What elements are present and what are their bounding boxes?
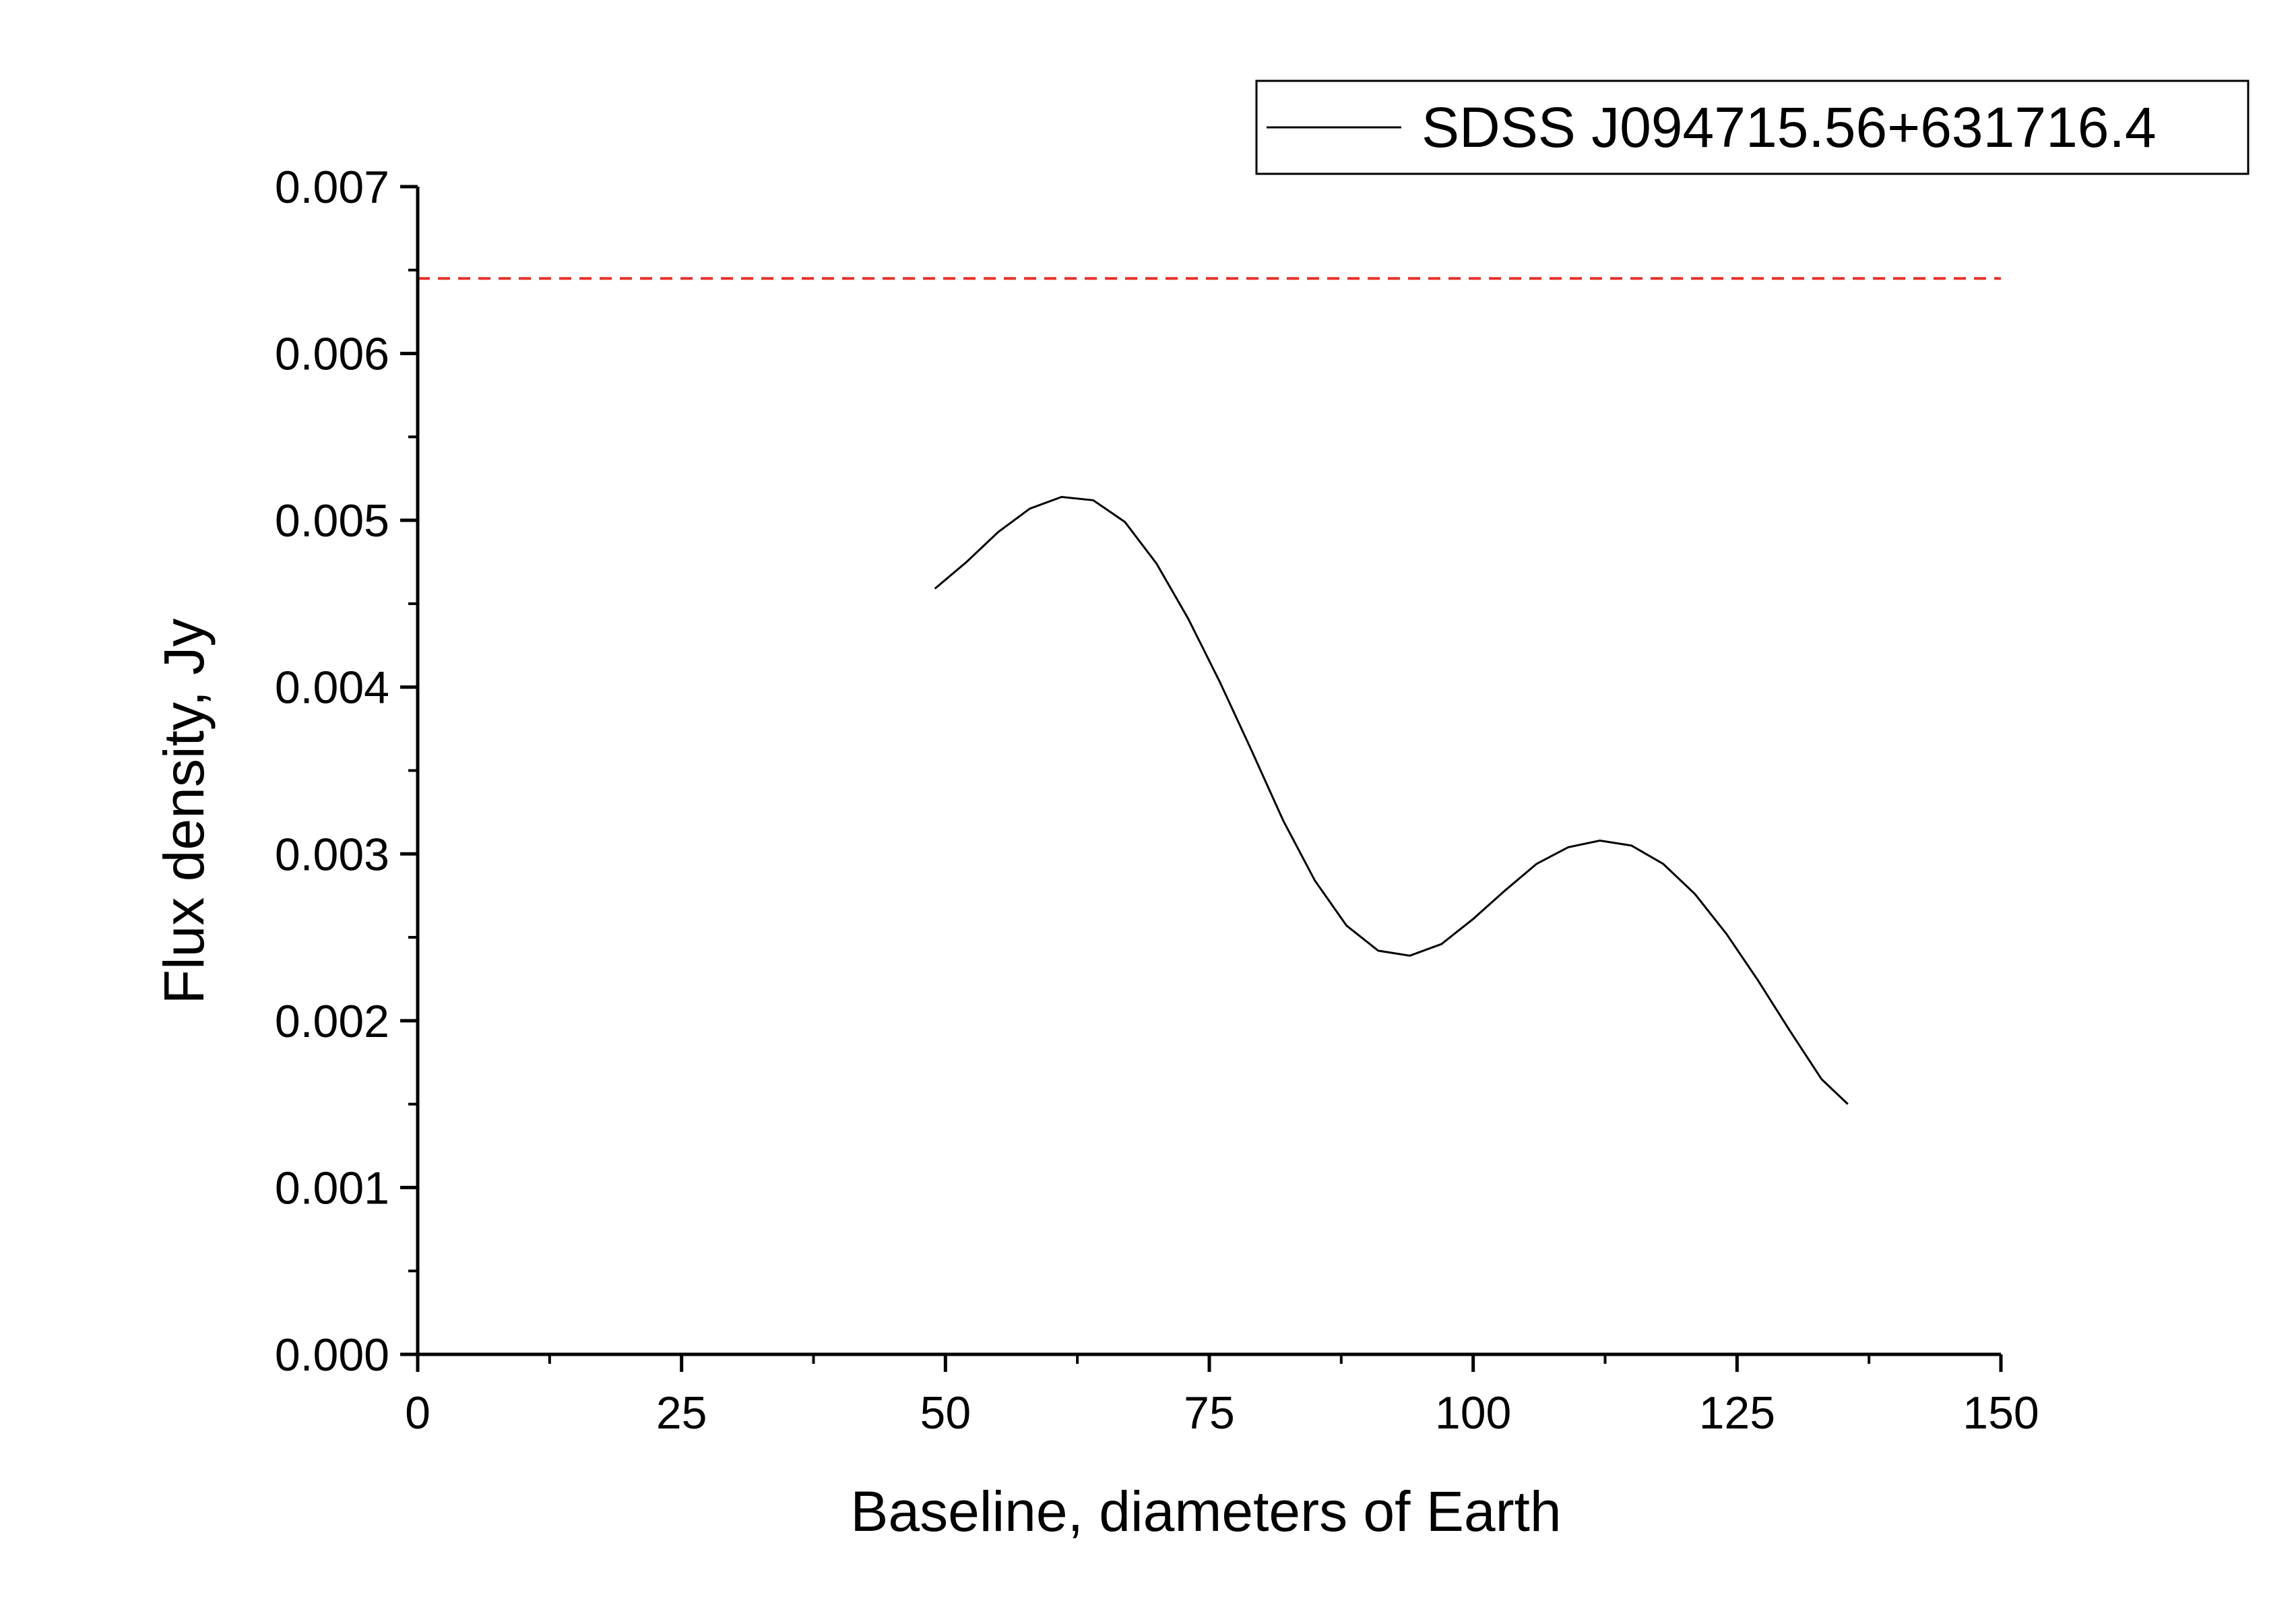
x-tick-label: 75 (1184, 1387, 1235, 1439)
y-tick-label: 0.005 (275, 495, 389, 546)
y-tick-label: 0.004 (275, 662, 389, 714)
x-tick-label: 50 (920, 1387, 971, 1439)
plot-area (418, 277, 2001, 1105)
x-tick-label: 100 (1435, 1387, 1511, 1439)
x-tick-label: 125 (1699, 1387, 1775, 1439)
y-tick-label: 0.000 (275, 1329, 389, 1381)
y-tick-label: 0.007 (275, 162, 389, 213)
legend-label: SDSS J094715.56+631716.4 (1422, 96, 2157, 159)
x-tick-label: 0 (405, 1387, 430, 1439)
x-tick-label: 150 (1963, 1387, 2039, 1439)
legend-box (1255, 80, 2250, 175)
y-tick-label: 0.001 (275, 1162, 389, 1214)
x-tick-label: 25 (656, 1387, 707, 1439)
axes: 0 25 50 75 100 125 150 0.000 0.001 0.002 0.003 0.00… (275, 162, 2039, 1439)
series-line (934, 495, 1849, 1105)
y-tick-label: 0.002 (275, 996, 389, 1047)
y-tick-label: 0.006 (275, 329, 389, 380)
y-axis-title: Flux density, Jy (152, 619, 216, 1005)
x-axis-title: Baseline, diameters of Earth (850, 1480, 1561, 1543)
legend: SDSS J094715.56+631716.4 (1255, 80, 2250, 175)
y-tick-label: 0.003 (275, 829, 389, 880)
